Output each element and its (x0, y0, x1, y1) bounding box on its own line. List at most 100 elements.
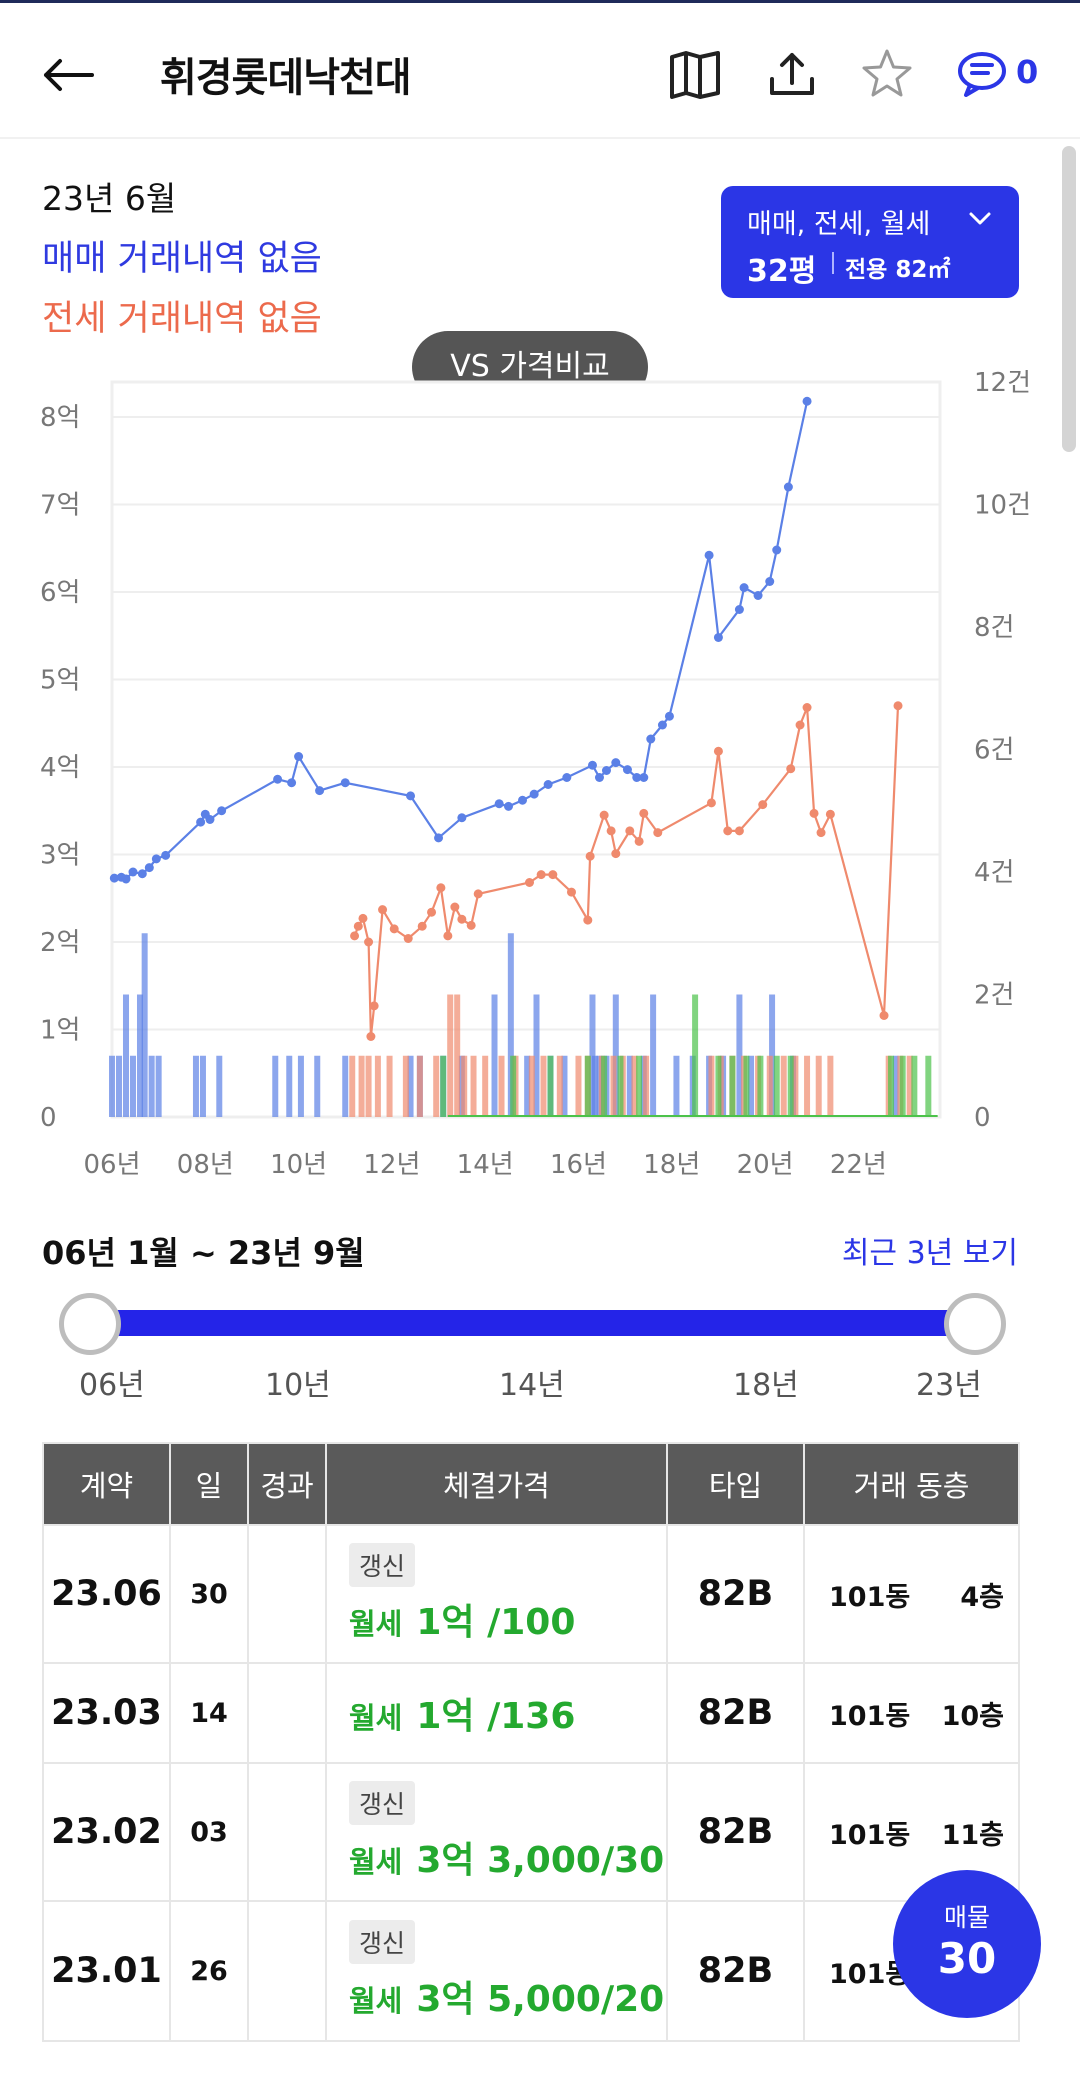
sale-volume-bar (673, 1055, 680, 1117)
sale-price-point (494, 799, 504, 809)
monthly-volume-bar (911, 1055, 918, 1117)
location-cell: 101동 4층 (803, 1524, 1020, 1664)
header-price[interactable]: 체결가격 (325, 1442, 668, 1526)
table-row[interactable]: 23.03 14 월세 1억 /136 82B 101동 10층 (42, 1662, 1020, 1764)
jeonse-price-point (802, 703, 812, 712)
sale-price-point (734, 605, 744, 614)
header-location[interactable]: 거래 동층 (803, 1442, 1020, 1526)
jeonse-price-point (634, 836, 644, 846)
sale-volume-bar (491, 994, 498, 1117)
jeonse-price-point (358, 913, 368, 923)
range-label: 23년 (916, 1368, 982, 1403)
floor: 4층 (960, 1581, 1004, 1613)
jeonse-volume-bar (766, 1055, 773, 1117)
unit-type: 82B (666, 1662, 805, 1764)
comment-button[interactable] (950, 43, 1014, 107)
filter-divider (832, 252, 834, 274)
sale-price-point (273, 774, 283, 784)
sale-price-point (529, 789, 539, 799)
table-row[interactable]: 23.06 30 갱신 월세 1억 /100 82B 101동 4층 (42, 1524, 1020, 1664)
share-icon (770, 53, 814, 95)
jeonse-volume-bar (528, 1055, 535, 1117)
range-title: 06년 1월 ~ 23년 9월 (42, 1234, 365, 1272)
sale-volume-bar (892, 1055, 899, 1117)
sale-price-point (587, 760, 597, 770)
price-cell: 월세 1억 /136 (325, 1662, 668, 1764)
map-icon (670, 51, 720, 99)
sale-volume-bar (109, 1055, 115, 1117)
range-slider-track[interactable] (90, 1310, 974, 1336)
header-elapsed[interactable]: 경과 (247, 1442, 327, 1526)
jeonse-price-point (389, 924, 399, 934)
header-contract[interactable]: 계약 (42, 1442, 171, 1526)
page-title: 휘경롯데낙천대 (160, 55, 412, 101)
jeonse-volume-bar (447, 994, 454, 1117)
jeonse-price-point (403, 934, 413, 943)
jeonse-price-point (825, 809, 835, 819)
sale-price-point (518, 795, 528, 805)
sale-price-point (562, 773, 572, 782)
contract-month: 23.06 (42, 1524, 171, 1664)
jeonse-volume-bar (470, 1055, 477, 1117)
recent-3-years-link[interactable]: 최근 3년 보기 (841, 1236, 1018, 1271)
header-type[interactable]: 타입 (666, 1442, 805, 1526)
sale-price-point (128, 867, 138, 877)
price-chart[interactable]: 8억 7억 6억 5억 4억 3억 2억 1억 0 12건 10건 8건 6건 4건 2건 0 06년 08년 10… (0, 370, 1080, 1190)
unit-type: 82B (666, 1762, 805, 1902)
price-cell: 갱신 월세 3억 5,000/20 (325, 1900, 668, 2042)
favorite-button[interactable] (855, 43, 919, 107)
range-start-handle[interactable] (59, 1293, 121, 1355)
back-button[interactable] (36, 43, 100, 107)
jeonse-price-point (639, 808, 649, 818)
sale-price-point (121, 874, 131, 884)
sale-volume-bar (192, 1055, 199, 1117)
sale-price-point (657, 720, 667, 730)
sale-volume-bar (507, 933, 514, 1117)
jeonse-volume-bar (540, 1055, 547, 1117)
y-tick-label: 8억 (40, 403, 80, 433)
range-label: 14년 (499, 1368, 565, 1403)
sale-price-point (340, 778, 350, 788)
y2-tick-label: 10건 (974, 491, 1031, 521)
monthly-volume-bar (757, 1055, 764, 1117)
sale-volume-bar (122, 994, 129, 1117)
sale-volume-bar (524, 1055, 531, 1117)
jeonse-volume-bar (349, 1055, 356, 1117)
unit-type: 82B (666, 1900, 805, 2042)
jeonse-price-point (653, 828, 663, 838)
sale-volume-bar (297, 1055, 304, 1117)
jeonse-price-point (548, 870, 558, 880)
monthly-volume-bar (547, 1055, 554, 1117)
jeonse-price-point (350, 931, 360, 941)
y-tick-label: 6억 (40, 578, 80, 608)
range-end-handle[interactable] (944, 1293, 1006, 1355)
star-icon (862, 49, 912, 97)
jeonse-price-point (436, 883, 446, 893)
monthly-volume-bar (440, 1055, 447, 1117)
jeonse-volume-bar (643, 1055, 650, 1117)
y2-tick-label: 6건 (974, 736, 1014, 766)
sale-price-point (713, 633, 723, 642)
y-tick-label: 7억 (40, 491, 80, 521)
comment-icon (958, 52, 1006, 97)
table-row[interactable]: 23.02 03 갱신 월세 3억 3,000/30 82B 101동 11층 (42, 1762, 1020, 1902)
top-status-line (0, 0, 1080, 3)
sale-price-point (622, 765, 632, 775)
table-row[interactable]: 23.01 26 갱신 월세 3억 5,000/20 82B 101동 (42, 1900, 1020, 2042)
elapsed-cell (247, 1762, 327, 1902)
page-scrollbar[interactable] (1062, 146, 1076, 452)
jeonse-volume-bar (365, 1055, 372, 1117)
map-button[interactable] (664, 43, 728, 107)
sale-status: 매매 거래내역 없음 (42, 239, 322, 279)
sale-price-point (151, 854, 161, 864)
share-button[interactable] (760, 43, 824, 107)
building-dong: 101동 (829, 1700, 911, 1732)
listings-fab-button[interactable]: 매물 30 (893, 1870, 1041, 2018)
elapsed-cell (247, 1900, 327, 2042)
sale-volume-bar (342, 1055, 349, 1117)
header-day[interactable]: 일 (169, 1442, 249, 1526)
jeonse-price-point (758, 800, 768, 810)
deal-filter-button[interactable]: 매매, 전세, 월세 32평 전용 82㎡ (721, 186, 1019, 298)
jeonse-volume-bar (498, 1055, 505, 1117)
monthly-volume-bar (601, 1055, 608, 1117)
